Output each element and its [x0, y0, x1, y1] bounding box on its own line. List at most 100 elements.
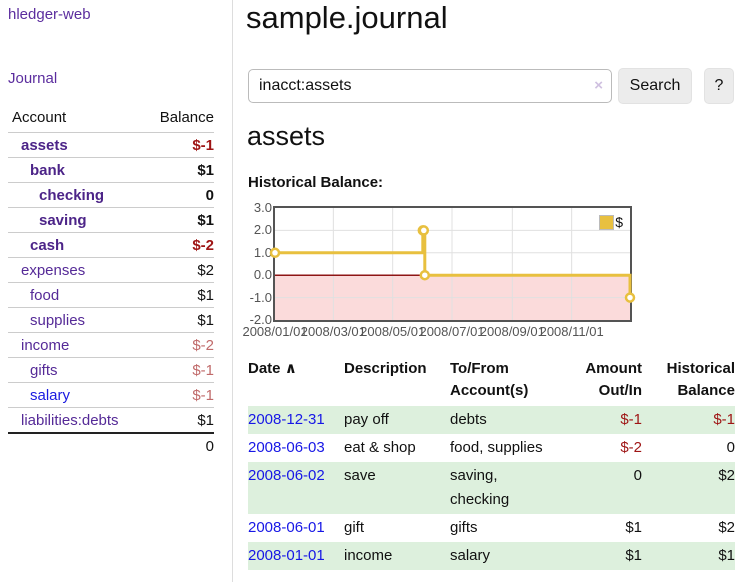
- column-header-accounts[interactable]: To/From Account(s): [450, 360, 529, 399]
- y-axis-tick-label: 1.0: [253, 244, 272, 260]
- sidebar-account-supplies[interactable]: supplies: [30, 311, 86, 329]
- account-row: checking 0: [8, 182, 214, 208]
- brand-link[interactable]: hledger-web: [8, 6, 91, 23]
- sidebar-account-bank[interactable]: bank: [30, 161, 66, 179]
- account-row: gifts $-1: [8, 357, 214, 383]
- data-point-marker: [624, 292, 636, 303]
- transaction-date-link[interactable]: 2008-06-03: [248, 439, 325, 456]
- table-row: 2008-12-31 pay off debts $-1 $-1: [248, 406, 735, 434]
- account-balance: $-1: [192, 136, 214, 154]
- account-balance: $-2: [192, 236, 214, 254]
- sidebar-account-income[interactable]: income: [21, 336, 70, 354]
- account-balance: $1: [197, 311, 214, 329]
- x-axis-tick-label: 2008/01/01: [242, 324, 308, 339]
- sidebar-account-cash[interactable]: cash: [30, 236, 65, 254]
- column-header-date[interactable]: Date ∧: [248, 360, 297, 377]
- transaction-date-link[interactable]: 2008-12-31: [248, 411, 325, 428]
- chart-label: Historical Balance:: [248, 174, 384, 191]
- x-axis-tick-label: 2008/05/01: [360, 324, 426, 339]
- sidebar: hledger-web Journal Account Balance asse…: [0, 0, 233, 582]
- transaction-accounts: saving, checking: [450, 467, 510, 508]
- column-header-description[interactable]: Description: [344, 360, 427, 377]
- account-balance: $2: [197, 261, 214, 279]
- search-button[interactable]: Search: [618, 68, 692, 104]
- account-row: cash $-2: [8, 232, 214, 258]
- chart-canvas: [269, 208, 636, 320]
- account-row: saving $1: [8, 207, 214, 233]
- sidebar-account-expenses[interactable]: expenses: [21, 261, 86, 279]
- transaction-balance: $2: [718, 519, 735, 536]
- transaction-amount: $1: [625, 547, 642, 564]
- sidebar-account-liabilities-debts[interactable]: liabilities:debts: [21, 411, 119, 429]
- account-balance: 0: [205, 186, 214, 204]
- table-row: 2008-06-02 save saving, checking 0 $2: [248, 462, 735, 514]
- data-point-marker: [419, 269, 431, 281]
- transaction-date-link[interactable]: 2008-06-02: [248, 467, 325, 484]
- y-axis-tick-label: -1.0: [249, 289, 272, 305]
- data-point-marker: [269, 247, 281, 259]
- chart-legend: $: [599, 214, 623, 230]
- legend-label: $: [615, 214, 623, 230]
- transaction-description: pay off: [344, 411, 389, 428]
- sidebar-account-food[interactable]: food: [30, 286, 60, 304]
- x-axis-tick-label: 2008/11/01: [539, 324, 604, 339]
- help-button[interactable]: ?: [704, 68, 734, 104]
- search-input[interactable]: [248, 69, 612, 103]
- table-row: 2008-01-01 income salary $1 $1: [248, 542, 735, 570]
- account-row: food $1: [8, 282, 214, 308]
- account-row: bank $1: [8, 157, 214, 183]
- data-point-marker: [418, 225, 430, 236]
- transaction-date-link[interactable]: 2008-01-01: [248, 547, 325, 564]
- account-balance: $-2: [192, 336, 214, 354]
- column-header-balance[interactable]: Historical Balance: [666, 360, 735, 399]
- account-row: expenses $2: [8, 257, 214, 283]
- sidebar-account-assets[interactable]: assets: [21, 136, 68, 154]
- main-content: sample.journal × Search ? assets Histori…: [242, 0, 742, 582]
- transaction-balance: $1: [718, 547, 735, 564]
- table-row: 2008-06-03 eat & shop food, supplies $-2 0: [248, 434, 735, 462]
- y-axis-tick-label: -2.0: [249, 312, 272, 327]
- transaction-amount: 0: [633, 467, 642, 484]
- transaction-date-link[interactable]: 2008-06-01: [248, 519, 325, 536]
- column-header-amount[interactable]: Amount Out/In: [585, 360, 642, 399]
- account-row: assets $-1: [8, 132, 214, 158]
- account-row: liabilities:debts $1: [8, 407, 214, 434]
- account-balance: $-1: [192, 386, 214, 404]
- sidebar-account-salary[interactable]: salary: [30, 386, 71, 404]
- accounts-table-header: Account Balance: [8, 104, 214, 133]
- sidebar-account-saving[interactable]: saving: [39, 211, 87, 229]
- page-title: sample.journal: [246, 0, 448, 35]
- y-axis-tick-label: 3.0: [253, 200, 272, 215]
- transaction-description: eat & shop: [344, 439, 416, 456]
- account-balance: $-1: [192, 361, 214, 379]
- legend-swatch-icon: [599, 214, 615, 230]
- sort-ascending-icon: ∧: [284, 360, 297, 377]
- y-axis-tick-label: 0.0: [253, 267, 272, 283]
- register-table: Date ∧ Description To/From Account(s) Am…: [248, 356, 735, 570]
- x-axis-tick-label: 2008/03/01: [300, 324, 366, 339]
- clear-search-icon[interactable]: ×: [594, 77, 603, 94]
- y-axis-tick-label: 2.0: [253, 222, 272, 238]
- register-table-header: Date ∧ Description To/From Account(s) Am…: [248, 356, 735, 406]
- balance-chart[interactable]: $: [269, 206, 636, 322]
- x-axis-tick-label: 2008/09/01: [479, 324, 545, 339]
- transaction-accounts: salary: [450, 547, 491, 564]
- sidebar-account-checking[interactable]: checking: [39, 186, 105, 204]
- account-balance: $1: [197, 161, 214, 179]
- transaction-amount: $1: [625, 519, 642, 536]
- account-row: supplies $1: [8, 307, 214, 333]
- transaction-description: gift: [344, 519, 365, 536]
- transaction-balance: 0: [726, 439, 735, 456]
- sidebar-item-journal[interactable]: Journal: [8, 70, 58, 87]
- transaction-accounts: debts: [450, 411, 487, 428]
- table-row: 2008-06-01 gift gifts $1 $2: [248, 514, 735, 542]
- x-axis-tick-label: 2008/07/01: [419, 324, 485, 339]
- sidebar-account-gifts[interactable]: gifts: [30, 361, 58, 379]
- account-balance: $1: [197, 211, 214, 229]
- transaction-balance: $2: [718, 467, 735, 484]
- transaction-accounts: food, supplies: [450, 439, 543, 456]
- account-title: assets: [247, 121, 326, 151]
- transaction-accounts: gifts: [450, 519, 478, 536]
- transaction-amount: $-1: [620, 411, 642, 428]
